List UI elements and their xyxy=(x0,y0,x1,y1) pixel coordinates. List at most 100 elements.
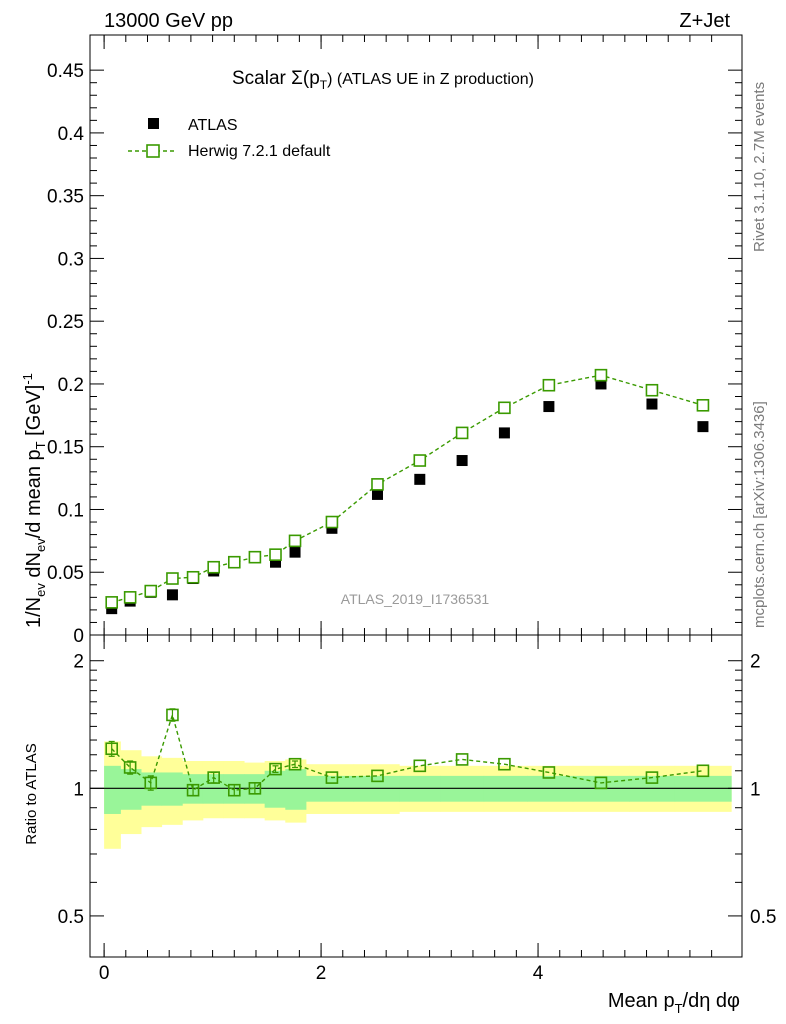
atlas-point xyxy=(543,401,555,413)
main-y-tick-label: 0.1 xyxy=(58,500,84,521)
herwig-point xyxy=(227,555,241,569)
ratio-data xyxy=(105,708,710,797)
ratio-y-tick-label-right: 0.5 xyxy=(750,907,776,928)
herwig-point xyxy=(166,572,179,585)
ratio-plot-frame xyxy=(89,634,743,958)
x-axis-label: Mean pT/dη dφ xyxy=(608,990,740,1016)
atlas-point xyxy=(456,455,468,467)
legend-herwig-marker xyxy=(146,144,160,158)
ratio-point xyxy=(413,759,427,773)
main-y-tick-label: 0 xyxy=(73,626,84,647)
plot-title: Scalar Σ(pT) (ATLAS UE in Z production) xyxy=(232,68,534,92)
ratio-point xyxy=(123,761,137,774)
ratio-panel: 0.5 0.5 1 1 2 2 0 2 4 Ratio to ATLAS Mean pT/dη… xyxy=(23,634,776,1016)
atlas-point xyxy=(595,378,607,390)
x-axis: 0 2 4 xyxy=(99,635,713,984)
herwig-point xyxy=(288,534,302,548)
main-y-tick-label: 0.35 xyxy=(47,187,84,208)
legend-atlas-marker xyxy=(148,118,159,129)
ratio-point xyxy=(144,776,158,790)
herwig-point xyxy=(123,591,137,604)
ratio-y-label: Ratio to ATLAS xyxy=(23,743,40,844)
ratio-point xyxy=(645,771,659,784)
ratio-point xyxy=(248,782,262,795)
ratio-point xyxy=(288,757,302,771)
atlas-point xyxy=(697,421,709,433)
x-tick-label: 4 xyxy=(533,963,544,984)
x-tick-label: 2 xyxy=(316,963,327,984)
analysis-label: ATLAS_2019_I1736531 xyxy=(341,591,490,607)
atlas-point xyxy=(498,427,510,439)
legend-herwig-label: Herwig 7.2.1 default xyxy=(188,143,331,160)
ratio-point xyxy=(498,757,511,771)
main-y-label-c-sub: T xyxy=(33,441,48,449)
ratio-inner-band xyxy=(285,769,307,810)
ratio-point xyxy=(455,753,469,766)
herwig-point xyxy=(325,515,339,529)
ratio-point xyxy=(542,766,556,779)
atlas-point xyxy=(371,488,383,500)
ratio-inner-band xyxy=(104,765,121,814)
herwig-point xyxy=(542,378,556,392)
herwig-point xyxy=(248,550,262,564)
main-y-label-a-sub: ev xyxy=(33,583,48,597)
ratio-point xyxy=(186,783,200,797)
source-label: mcplots.cern.ch [arXiv:1306.3436] xyxy=(751,401,768,628)
herwig-point xyxy=(498,401,511,415)
herwig-point xyxy=(594,368,608,382)
legend: ATLAS Herwig 7.2.1 default xyxy=(128,117,331,160)
ratio-point xyxy=(105,742,118,756)
main-y-tick-label: 0.2 xyxy=(58,375,84,396)
herwig-point xyxy=(207,560,220,574)
ratio-y-tick-label-right: 2 xyxy=(750,652,761,673)
main-y-label-b-sub: ev xyxy=(33,538,48,552)
main-y-label-d-sup: -1 xyxy=(20,373,35,385)
main-y-label: 1/Nev dNev/d mean pT [GeV]-1 xyxy=(20,373,48,628)
atlas-point xyxy=(289,546,301,558)
herwig-point xyxy=(269,548,282,561)
main-data xyxy=(105,368,710,615)
ratio-y-tick-label: 0.5 xyxy=(58,907,84,928)
ratio-y-tick-label-right: 1 xyxy=(750,779,761,800)
main-y-tick-label: 0.15 xyxy=(47,438,84,459)
atlas-point xyxy=(270,556,282,568)
herwig-point xyxy=(645,383,659,397)
plot-title-sigma: Σ(p xyxy=(291,68,320,89)
rivet-label: Rivet 3.1.10, 2.7M events xyxy=(751,82,768,252)
plot-title-suffix: ) (ATLAS UE in Z production) xyxy=(327,71,534,88)
main-y-tick-label: 0.4 xyxy=(58,124,85,145)
x-tick-label: 0 xyxy=(99,963,110,984)
ratio-point xyxy=(166,708,179,722)
plot-title-prefix: Scalar xyxy=(232,68,291,89)
ratio-point xyxy=(207,771,220,784)
herwig-point xyxy=(696,398,710,412)
ratio-inner-band xyxy=(120,769,142,810)
atlas-point xyxy=(166,589,178,601)
main-y-axis: 0 0.05 0.1 0.15 0.2 0.25 0.3 0.35 0.4 0.45 xyxy=(47,35,742,647)
ratio-point xyxy=(371,769,384,783)
ratio-point xyxy=(325,771,339,784)
atlas-point xyxy=(646,398,658,410)
herwig-point xyxy=(413,454,427,467)
ratio-point xyxy=(696,764,710,778)
main-y-tick-label: 0.3 xyxy=(58,249,84,270)
ratio-point xyxy=(227,783,241,797)
ratio-inner-band xyxy=(161,772,183,806)
herwig-point xyxy=(105,596,118,609)
ratio-point xyxy=(269,762,282,776)
main-y-tick-label: 0.45 xyxy=(47,61,84,82)
ratio-y-tick-label: 1 xyxy=(73,779,84,800)
ratio-inner-band xyxy=(264,770,286,808)
main-y-tick-label: 0.25 xyxy=(47,312,84,333)
herwig-point xyxy=(455,426,469,440)
process-label: Z+Jet xyxy=(679,10,730,32)
ratio-point xyxy=(594,776,608,790)
herwig-point xyxy=(144,584,158,598)
main-y-label-d: [GeV] xyxy=(23,385,45,442)
herwig-point xyxy=(371,478,384,491)
herwig-line xyxy=(111,374,704,604)
main-y-tick-label: 0.05 xyxy=(47,563,84,584)
x-axis-label-b: /dη dφ xyxy=(683,990,740,1012)
herwig-point xyxy=(186,570,200,584)
